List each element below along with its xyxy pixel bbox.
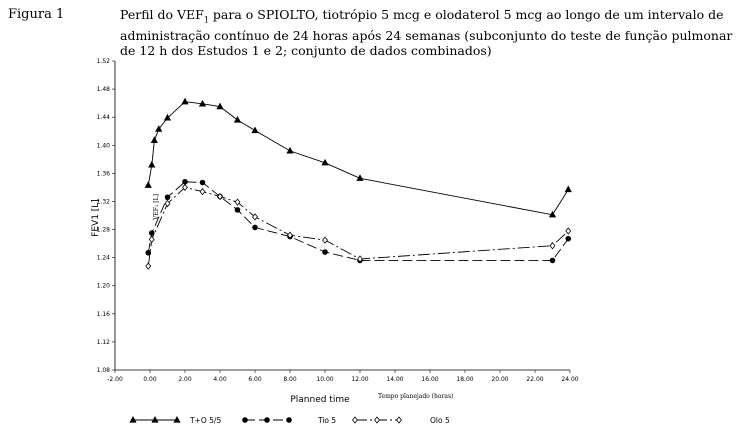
figure-title: Perfil do VEF1 para o SPIOLTO, tiotrópio…: [120, 7, 745, 58]
series-circle: [145, 178, 572, 264]
data-point: [549, 257, 556, 264]
data-point: [155, 125, 163, 132]
figure-title-pre: Perfil do VEF: [120, 7, 204, 22]
y-tick-label: 1.08: [97, 367, 111, 374]
series-line: [147, 186, 569, 267]
data-point: [252, 224, 258, 231]
x-tick-label: 20.00: [491, 376, 508, 383]
x-tick-label: 10.00: [316, 376, 333, 383]
legend-item-circle: Tio 5: [242, 416, 336, 425]
x-tick-label: 6.00: [248, 376, 262, 383]
x-tick-label: 14.00: [386, 376, 403, 383]
x-tick-label: 2.00: [178, 376, 192, 383]
y-tick-label: 1.20: [97, 283, 111, 290]
chart-axes: [114, 61, 570, 371]
data-point: [148, 235, 155, 244]
data-point: [233, 115, 242, 123]
data-point: [150, 136, 158, 143]
y-tick-label: 1.36: [97, 170, 111, 177]
data-point: [357, 255, 363, 263]
x-axis-label: Planned time: [290, 395, 350, 405]
data-point: [251, 126, 259, 134]
x-tick-label: 0.00: [143, 376, 157, 383]
legend-marker: [286, 417, 292, 423]
legend-label: Olo 5: [430, 416, 450, 425]
y-tick-label: 1.44: [97, 114, 111, 121]
x-tick-label: 12.00: [351, 376, 368, 383]
legend-marker: [173, 416, 181, 423]
legend-marker: [242, 417, 248, 423]
legend-marker: [151, 416, 159, 423]
data-point: [565, 227, 572, 235]
legend-item-triangle: T+O 5/5: [129, 416, 221, 425]
x-axis-label-overlay: Tempo planejado (horas): [378, 393, 453, 400]
x-tick-label: -2.00: [107, 376, 123, 383]
data-point: [216, 102, 224, 110]
series-diamond: [145, 183, 572, 270]
data-point: [145, 262, 152, 270]
y-tick-label: 1.24: [97, 255, 111, 262]
y-tick-label: 1.32: [97, 198, 111, 205]
data-point: [564, 185, 572, 193]
legend-label: Tio 5: [317, 416, 336, 425]
data-point: [565, 235, 572, 242]
data-point: [321, 158, 329, 166]
y-axis-label-overlay: VEF₁ [L]: [153, 194, 160, 221]
data-point: [356, 174, 364, 181]
data-point: [199, 179, 206, 186]
chart-legend: T+O 5/5 Tio 5 Olo 5: [129, 416, 450, 425]
data-point: [164, 199, 171, 208]
series-line: [147, 101, 569, 216]
data-point: [182, 183, 188, 192]
y-tick-labels: 1.08 1.12 1.16 1.20 1.24 1.28 1.32 1.36 1.40 1.44…: [97, 58, 115, 374]
legend-item-diamond: Olo 5: [352, 416, 450, 425]
y-tick-label: 1.48: [97, 86, 111, 93]
x-tick-labels: -2.00 0.00 2.00 4.00 6.00 8.00 10.00 12.00 14.00…: [107, 370, 579, 383]
data-point: [286, 146, 294, 154]
y-axis-label: FEV1 [L]: [91, 199, 101, 237]
data-point: [548, 210, 557, 218]
y-tick-label: 1.52: [97, 58, 111, 65]
data-point: [234, 207, 241, 213]
figure-title-post: para o SPIOLTO, tiotrópio 5 mcg e olodat…: [120, 7, 733, 58]
data-point: [322, 236, 328, 244]
x-tick-label: 16.00: [421, 376, 438, 383]
y-tick-label: 1.12: [97, 339, 111, 346]
x-tick-label: 18.00: [456, 376, 473, 383]
data-point: [164, 194, 171, 201]
legend-marker: [129, 416, 137, 423]
data-point: [163, 113, 172, 121]
data-point: [252, 213, 258, 221]
data-point: [287, 231, 293, 239]
data-point: [148, 230, 155, 236]
x-tick-label: 8.00: [283, 376, 297, 383]
y-tick-label: 1.28: [97, 227, 111, 234]
data-point: [181, 97, 189, 105]
data-point: [322, 249, 328, 255]
data-point: [549, 242, 556, 250]
data-point: [234, 198, 241, 206]
legend-marker: [352, 416, 358, 424]
figure-title-sub: 1: [203, 15, 209, 25]
legend-marker: [374, 416, 380, 424]
series-triangle: [144, 97, 572, 218]
legend-marker: [264, 417, 270, 423]
legend-marker: [396, 416, 402, 424]
y-tick-label: 1.16: [97, 311, 111, 318]
data-point: [199, 187, 206, 196]
x-tick-label: 4.00: [213, 376, 227, 383]
data-point: [145, 249, 152, 256]
y-tick-label: 1.40: [97, 142, 111, 149]
data-point: [182, 178, 188, 185]
data-point: [148, 160, 156, 168]
series-layer: [144, 97, 572, 270]
data-point: [198, 99, 207, 107]
x-tick-label: 22.00: [526, 376, 543, 383]
data-point: [144, 181, 152, 188]
figure-label: Figura 1: [8, 7, 65, 22]
x-tick-label: 24.00: [561, 376, 578, 383]
data-point: [217, 192, 223, 201]
legend-label: T+O 5/5: [189, 416, 221, 425]
